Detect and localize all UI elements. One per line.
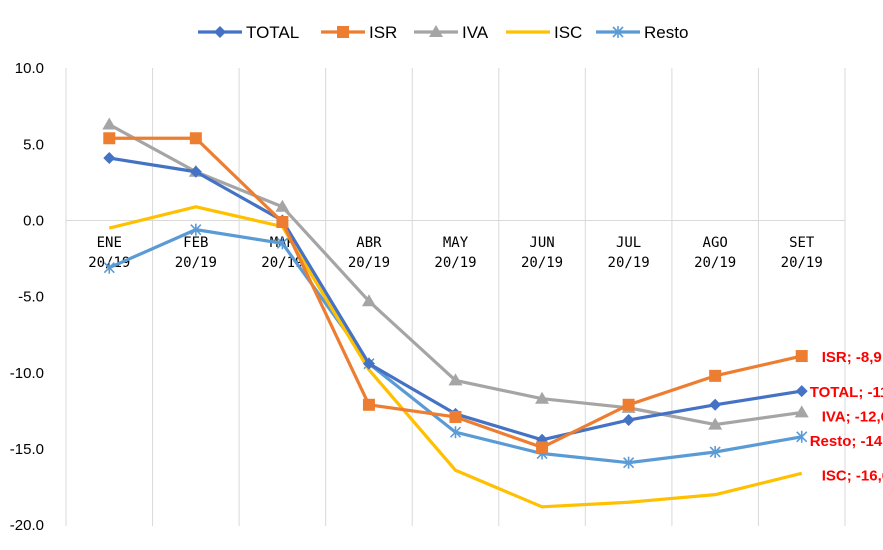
series-isc (108, 205, 803, 509)
data-label-resto: Resto; -14,2 (810, 433, 883, 450)
data-point (275, 199, 290, 212)
data-point (709, 369, 722, 382)
x-tick-label: AGO (703, 235, 728, 251)
data-point (622, 414, 635, 427)
x-tick-label: 20/19 (608, 255, 650, 271)
data-point (536, 441, 549, 454)
legend: TOTAL ISR IVA ISC Resto (198, 23, 688, 42)
y-tick-label: -10.0 (10, 365, 44, 382)
data-point (709, 445, 721, 458)
data-point (214, 26, 226, 38)
x-tick-label: 20/19 (694, 255, 736, 271)
data-label-isr: ISR; -8,9 (822, 349, 882, 366)
series-line (109, 136, 803, 450)
series-line (108, 205, 803, 509)
data-label-total: TOTAL; -11,2 (810, 384, 883, 401)
series-resto (103, 223, 808, 469)
data-point (103, 132, 116, 145)
x-tick-label: FEB (183, 235, 208, 251)
data-point (190, 223, 202, 236)
series-iva (102, 117, 809, 430)
data-point (362, 398, 375, 411)
data-point (189, 132, 202, 145)
series-total (103, 152, 808, 446)
data-point (337, 26, 349, 38)
legend-label: ISR (369, 23, 397, 42)
x-tick-label: 20/19 (781, 255, 823, 271)
data-point (103, 261, 115, 274)
legend-label: IVA (462, 23, 489, 42)
legend-item-isc: ISC (506, 23, 582, 42)
data-point (361, 294, 376, 307)
x-tick-label: 20/19 (175, 255, 217, 271)
data-point (276, 216, 289, 229)
data-point (189, 165, 202, 178)
data-point (796, 430, 808, 443)
x-tick-label: SET (789, 235, 815, 251)
y-tick-label: -20.0 (10, 517, 44, 534)
y-tick-label: 10.0 (15, 60, 44, 77)
data-point (102, 117, 117, 130)
x-tick-label: 20/19 (434, 255, 476, 271)
data-point (362, 357, 375, 370)
data-label-isc: ISC; -16,6 (822, 467, 883, 484)
data-point (794, 405, 809, 418)
legend-item-total: TOTAL (198, 23, 299, 42)
y-tick-label: 0.0 (23, 213, 44, 230)
data-point (622, 398, 635, 411)
data-point (449, 426, 462, 439)
y-tick-label: -15.0 (10, 441, 44, 458)
legend-label: Resto (644, 23, 688, 42)
legend-label: TOTAL (246, 23, 299, 42)
data-point (709, 398, 722, 411)
data-point (449, 410, 462, 423)
legend-item-resto: Resto (596, 23, 688, 42)
x-tick-label: 20/19 (348, 255, 390, 271)
data-point (795, 350, 808, 363)
gridlines (65, 68, 846, 526)
x-tick-label: MAY (443, 235, 469, 251)
x-tick-label: ENE (97, 235, 122, 251)
data-point (612, 26, 624, 38)
data-point (535, 391, 550, 404)
series-isr (103, 132, 808, 454)
legend-item-iva: IVA (414, 23, 489, 42)
x-tick-label: JUN (529, 235, 554, 251)
data-point (276, 237, 288, 250)
data-point (448, 373, 463, 386)
series-line (109, 156, 802, 442)
data-point (623, 456, 635, 469)
legend-label: ISC (554, 23, 582, 42)
legend-item-isr: ISR (321, 23, 397, 42)
y-tick-label: 5.0 (23, 136, 44, 153)
data-point (429, 25, 443, 37)
x-tick-label: 20/19 (521, 255, 563, 271)
x-tick-label: JUL (616, 235, 641, 251)
data-label-iva: IVA; -12,6 (822, 408, 883, 425)
data-point (795, 385, 808, 398)
y-tick-label: -5.0 (18, 289, 44, 306)
series-lines (102, 117, 809, 509)
data-point (708, 417, 723, 430)
data-point (103, 152, 116, 165)
end-labels: TOTAL; -11,2 ISR; -8,9 IVA; -12,6 ISC; -16,… (810, 349, 883, 484)
axes: 10.0 5.0 0.0 -5.0 -10.0 -15.0 -20.0 ENE 20/19 FEB… (10, 60, 845, 534)
x-tick-label: ABR (356, 235, 382, 251)
